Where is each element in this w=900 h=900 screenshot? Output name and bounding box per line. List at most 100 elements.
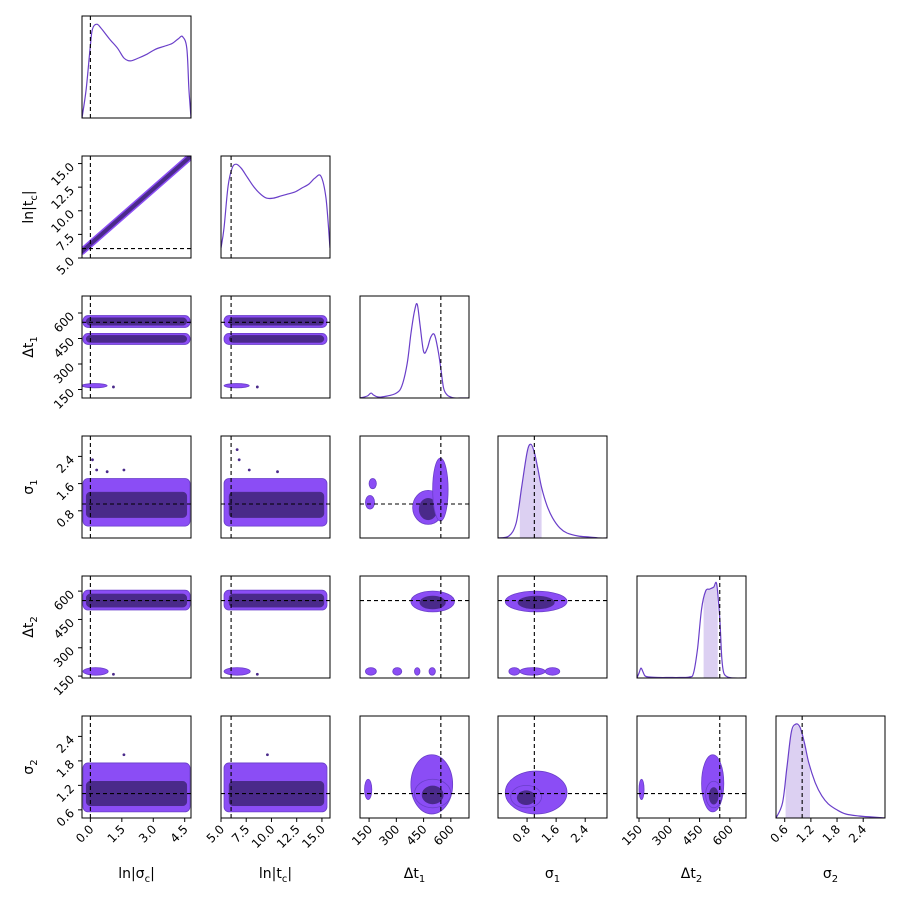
- x-axis-1: 5.0 7.510.012.515.0ln|tc|: [204, 818, 328, 885]
- y-tick-label: 10.0: [48, 207, 77, 236]
- axes-border: [497, 575, 608, 679]
- x-tick-label: 0.0: [73, 822, 96, 845]
- x-tick-label: 5.0: [204, 822, 227, 845]
- y-tick-label: 150: [51, 386, 77, 412]
- joint-density-outer: [364, 778, 373, 801]
- outlier-point: [112, 672, 115, 676]
- x-axis-label: ln|tc|: [259, 866, 292, 885]
- x-tick-label: 3.0: [136, 822, 159, 845]
- y-tick-label: 600: [51, 587, 77, 613]
- joint-density-outer: [508, 667, 521, 676]
- axes-background: [360, 576, 469, 678]
- axes-5-1: [220, 715, 331, 819]
- outlier-point: [255, 672, 259, 676]
- axes-5-4: [636, 715, 747, 819]
- x-tick-label: 15.0: [299, 822, 328, 851]
- outlier-point: [255, 385, 259, 389]
- marginal-curve: [776, 723, 885, 818]
- outlier-point: [91, 458, 94, 462]
- x-tick-label: 0.8: [510, 822, 533, 845]
- axes-background: [498, 576, 607, 678]
- x-tick-label: 2.4: [846, 822, 869, 845]
- joint-density-inner: [228, 317, 325, 326]
- y-tick-label: 12.5: [48, 183, 77, 212]
- x-tick-label: 1.8: [820, 822, 843, 845]
- joint-density-outer: [223, 383, 250, 389]
- y-axis-3: 0.8 1.6 2.4 σ1: [21, 453, 82, 530]
- joint-density-inner: [85, 593, 188, 608]
- x-tick-label: 300: [376, 822, 402, 848]
- axes-3-0: [81, 435, 192, 539]
- x-axis-label: σ1: [545, 866, 560, 885]
- x-tick-label: 12.5: [274, 822, 303, 851]
- axes-3-3: [497, 435, 608, 539]
- axes-border: [220, 575, 331, 679]
- y-tick-label: 1.8: [54, 757, 77, 780]
- x-tick-label: 150: [619, 822, 645, 848]
- axes-border: [220, 155, 331, 259]
- joint-density-outer: [82, 383, 108, 389]
- axes-background: [221, 156, 330, 258]
- y-tick-label: 2.4: [54, 733, 77, 756]
- joint-density-outer: [368, 478, 377, 490]
- x-tick-label: 1.2: [794, 822, 817, 845]
- y-tick-label: 600: [51, 309, 77, 335]
- axes-5-3: [497, 715, 608, 819]
- axes-border: [359, 435, 470, 539]
- axes-border: [497, 715, 608, 819]
- joint-density-outer: [223, 667, 251, 676]
- y-tick-label: 5.0: [54, 254, 77, 277]
- joint-density-inner: [85, 781, 188, 807]
- y-tick-label: 15.0: [48, 160, 77, 189]
- joint-density-outer: [392, 667, 403, 676]
- joint-density-outer: [638, 778, 645, 801]
- axes-background: [637, 716, 746, 818]
- axes-2-1: [220, 295, 331, 399]
- y-axis-label: σ1: [21, 479, 40, 494]
- outlier-point: [237, 458, 241, 462]
- x-tick-label: 450: [680, 822, 706, 848]
- outlier-point: [122, 468, 126, 472]
- outlier-point: [122, 753, 126, 757]
- marginal-curve: [360, 303, 469, 398]
- axes-border: [220, 715, 331, 819]
- axes-border: [220, 295, 331, 399]
- y-axis-1: 5.07.510.012.515.0ln|tc|: [21, 160, 82, 278]
- axes-border: [775, 715, 886, 819]
- x-tick-label: 150: [349, 822, 375, 848]
- axes-1-1: [220, 155, 331, 259]
- axes-border: [81, 575, 192, 679]
- y-tick-label: 2.4: [54, 453, 77, 476]
- x-tick-label: 10.0: [249, 822, 278, 851]
- y-tick-label: 150: [51, 672, 77, 698]
- x-tick-label: 600: [710, 822, 736, 848]
- axes-background: [221, 296, 330, 398]
- outlier-point: [95, 468, 99, 472]
- x-axis-2: 150 300 450 600 Δt1: [349, 818, 457, 885]
- x-axis-label: ln|σc|: [118, 866, 155, 885]
- y-axis-5: 0.61.21.82.4 σ2: [21, 733, 82, 829]
- outlier-point: [266, 753, 269, 757]
- joint-density-inner: [708, 787, 719, 805]
- axes-border: [359, 295, 470, 399]
- joint-density-inner: [85, 491, 188, 518]
- marginal-curve: [637, 581, 746, 678]
- marginal-curve: [82, 23, 191, 118]
- y-axis-label: σ2: [21, 759, 40, 774]
- x-tick-label: 4.5: [167, 822, 190, 845]
- axes-border: [359, 575, 470, 679]
- y-tick-label: 300: [51, 644, 77, 670]
- y-tick-label: 450: [51, 616, 77, 642]
- x-tick-label: 600: [431, 822, 457, 848]
- joint-density-outer: [414, 667, 421, 676]
- x-axis-label: σ2: [823, 866, 838, 885]
- axes-0-0: [81, 15, 192, 119]
- axes-background: [360, 436, 469, 538]
- joint-density-inner: [516, 790, 536, 805]
- outlier-point: [105, 470, 109, 474]
- axes-border: [81, 715, 192, 819]
- axes-border: [636, 575, 747, 679]
- axes-border: [220, 435, 331, 539]
